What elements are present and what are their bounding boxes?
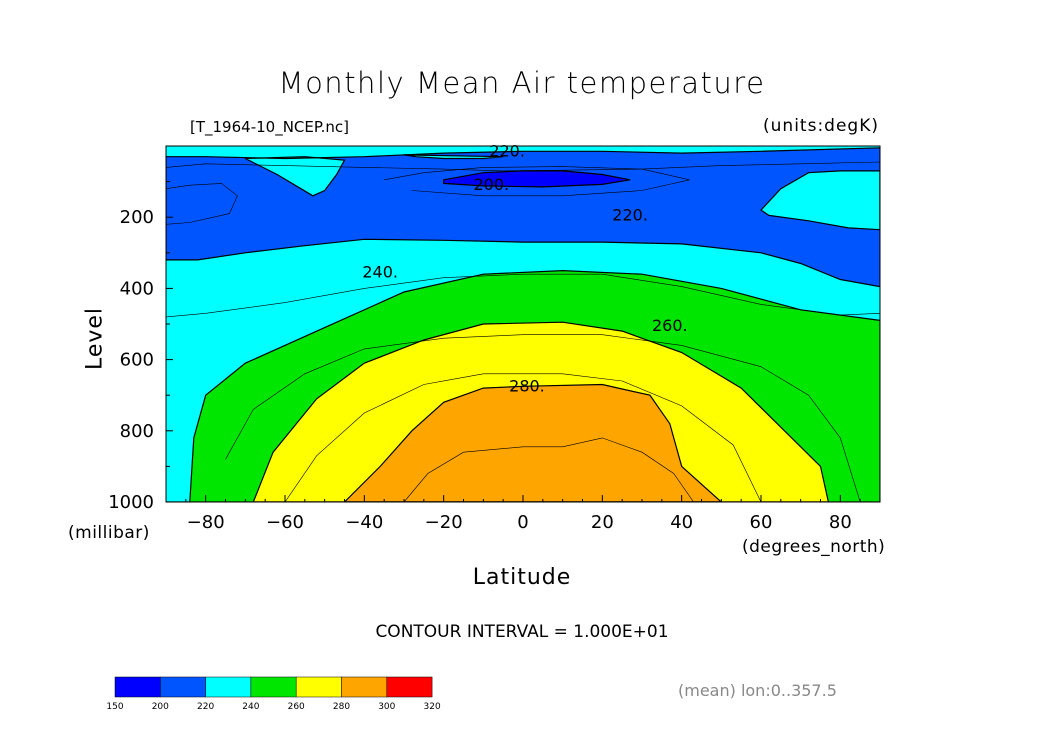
contour-region-280 — [344, 384, 722, 502]
colorbar-swatch — [114, 676, 161, 698]
y-tick-label: 400 — [120, 278, 154, 299]
x-tick-label: −40 — [345, 512, 383, 533]
file-label: [T_1964-10_NCEP.nc] — [190, 118, 349, 136]
contour-interval-text: CONTOUR INTERVAL = 1.000E+01 — [375, 622, 669, 642]
chart-title: Monthly Mean Air temperature — [278, 66, 766, 100]
colorbar-label: 200 — [152, 702, 169, 712]
x-tick-label: 80 — [829, 512, 852, 533]
contour-boundary — [252, 321, 830, 502]
colorbar-swatch — [250, 676, 297, 698]
colorbar-swatch — [386, 676, 433, 698]
contour-line — [166, 183, 238, 225]
contour-line — [166, 161, 880, 172]
contour-region-150 — [443, 170, 631, 187]
mean-longitude-text: (mean) lon:0..357.5 — [678, 681, 837, 700]
contour-label: 240. — [362, 262, 398, 281]
y-tick-label: 600 — [120, 350, 154, 371]
y-tick-label: 800 — [120, 421, 154, 442]
units-label: (units:degK) — [763, 116, 879, 136]
contour-line — [403, 437, 694, 502]
colorbar-swatch — [205, 676, 252, 698]
colorbar-label: 260 — [288, 702, 305, 712]
x-tick-label: −60 — [266, 512, 304, 533]
contour-label: 260. — [652, 316, 688, 335]
x-axis-units: (degrees_north) — [742, 537, 886, 557]
contour-boundary — [166, 147, 880, 288]
contour-line — [284, 373, 762, 502]
contour-boundary — [403, 154, 504, 160]
contour-label: 220. — [489, 141, 525, 160]
y-tick-label: 200 — [120, 207, 154, 228]
x-tick-label: 20 — [591, 512, 614, 533]
colorbar-label: 220 — [197, 702, 214, 712]
x-tick-label: 0 — [517, 512, 528, 533]
x-axis-label: Latitude — [472, 565, 572, 590]
contour-line — [225, 334, 861, 502]
x-tick-label: −80 — [187, 512, 225, 533]
x-tick-label: 40 — [670, 512, 693, 533]
colorbar-label: 280 — [333, 702, 350, 712]
contour-region-220 — [761, 170, 880, 230]
colorbar-label: 240 — [242, 702, 259, 712]
contour-boundary — [760, 170, 880, 231]
colorbar-swatch — [341, 676, 388, 698]
contour-boundary — [166, 269, 880, 502]
contour-label: 220. — [612, 205, 648, 224]
contour-boundary — [245, 156, 346, 197]
y-tick-label: 1000 — [108, 492, 154, 513]
colorbar-swatch — [295, 676, 342, 698]
colorbar-label: 150 — [106, 702, 123, 712]
colorbar-label: 320 — [424, 702, 441, 712]
colorbar-label: 300 — [378, 702, 395, 712]
y-axis-units: (millibar) — [68, 523, 150, 543]
contour-region-200 — [166, 147, 880, 287]
contour-boundary — [443, 170, 631, 188]
contour-label: 280. — [509, 376, 545, 395]
contour-line — [166, 273, 880, 318]
x-tick-label: 60 — [750, 512, 773, 533]
x-tick-label: −20 — [425, 512, 463, 533]
colorbar-swatch — [160, 676, 206, 698]
contour-label: 200. — [473, 175, 509, 194]
contour-boundary — [343, 383, 723, 502]
contour-line — [384, 166, 690, 197]
